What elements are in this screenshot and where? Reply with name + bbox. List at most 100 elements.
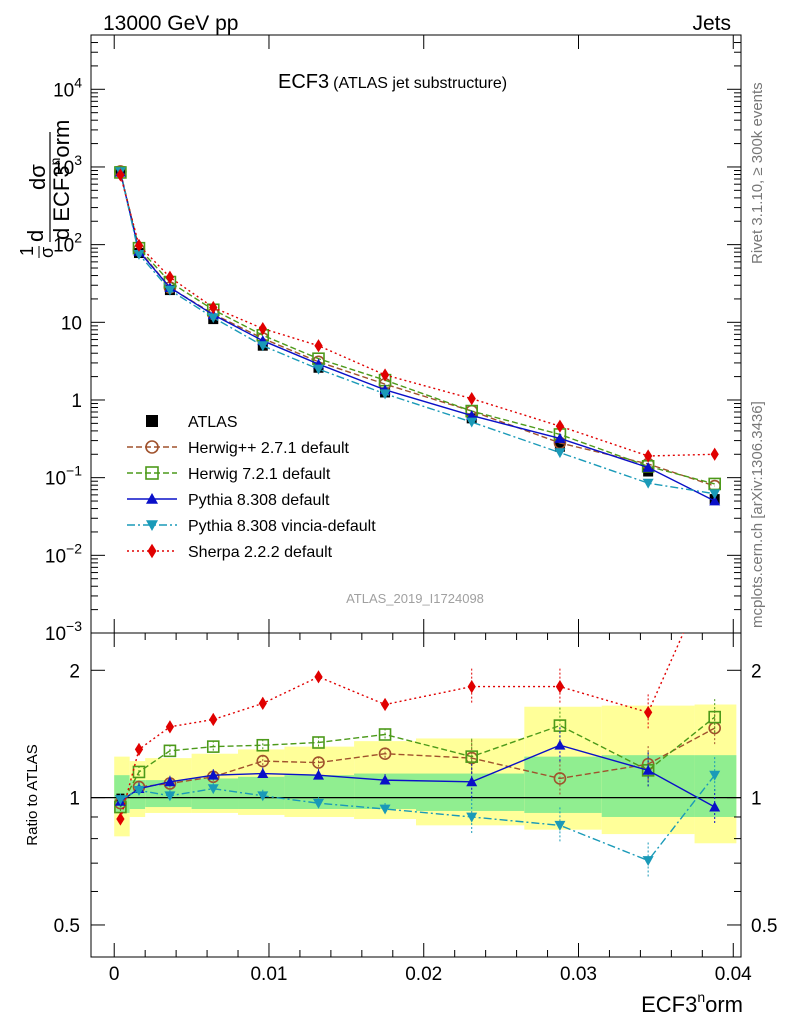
y-tick-label: 10−1	[45, 463, 82, 490]
ratio-point	[258, 696, 267, 711]
ratio-point	[467, 680, 476, 694]
y-tick-label-exp: 4	[74, 74, 82, 90]
ratio-y-tick-label-right: 1	[751, 789, 762, 810]
legend-entry: Pythia 8.308 vincia-default	[127, 518, 376, 535]
data-point	[257, 341, 269, 352]
ratio-point	[164, 776, 176, 787]
y-tick-label: 104	[53, 74, 82, 101]
y-tick-label-exp: −3	[66, 618, 82, 634]
x-label-sup: n	[697, 989, 705, 1005]
data-point	[380, 368, 390, 382]
y-tick-label-base: 10	[53, 236, 74, 257]
y-tick-label: 10	[61, 313, 82, 334]
ratio-point	[312, 736, 325, 749]
ratio-point	[466, 776, 478, 787]
ratio-point	[116, 812, 125, 826]
data-point	[554, 432, 566, 443]
ratio-point	[114, 795, 126, 805]
series-herwig-7-2-1-default-line	[119, 172, 715, 485]
legend-entry: Sherpa 2.2.2 default	[127, 543, 333, 561]
y-label-den-tail: orm	[49, 120, 74, 158]
ratio-y-tick-label-left: 0.5	[54, 916, 80, 937]
observable-title-main: ECF3	[278, 71, 329, 93]
ratio-point	[554, 739, 566, 750]
y-tick-label: 10−2	[45, 540, 82, 567]
y-label-den-main: d ECF3	[49, 165, 74, 240]
ratio-line	[120, 774, 716, 862]
ratio-point	[257, 768, 269, 778]
ratio-point	[465, 750, 479, 763]
ratio-point	[554, 820, 566, 831]
y-label-one: 1	[17, 246, 37, 256]
y-tick-label: 103	[53, 152, 82, 179]
y-tick-label-exp: −2	[66, 540, 82, 556]
legend-entry: Herwig 7.2.1 default	[127, 466, 331, 483]
data-point	[379, 389, 391, 400]
x-tick-label: 0.04	[715, 964, 752, 985]
legend-marker	[147, 543, 157, 559]
ratio-point	[379, 804, 391, 815]
legend-label: Sherpa 2.2.2 default	[188, 544, 333, 561]
rivet-info: Rivet 3.1.10, ≥ 300k events	[749, 82, 766, 264]
ratio-y-tick-label-right: 2	[751, 661, 762, 682]
legend-entry: ATLAS	[146, 414, 238, 431]
ratio-point	[708, 710, 721, 724]
data-point	[466, 417, 478, 428]
ratio-point	[553, 719, 567, 732]
observable-title-sub: (ATLAS jet substructure)	[333, 75, 507, 92]
header-text: 13000 GeV pp Jets ECF3 (ATLAS jet substru…	[103, 12, 766, 628]
jets-label: Jets	[692, 12, 731, 35]
ratio-point	[132, 765, 146, 779]
y-tick-label-base: 10	[53, 80, 74, 101]
legend-label: Herwig++ 2.7.1 default	[188, 440, 350, 457]
ratio-y-tick-label-right: 0.5	[751, 916, 777, 937]
ratio-point	[380, 697, 390, 712]
y-tick-label: 10−3	[45, 618, 82, 645]
legend-marker	[146, 415, 158, 427]
uncertainty-band-inner	[191, 778, 239, 809]
legend-label: ATLAS	[188, 414, 238, 431]
y-axis-label-prefix: 1 σd	[17, 230, 57, 258]
data-point	[555, 419, 565, 433]
ratio-y-tick-label-left: 1	[69, 789, 80, 810]
data-point	[644, 449, 653, 463]
mcplots-info: mcplots.cern.ch [arXiv:1306.3436]	[749, 401, 766, 628]
data-point	[209, 300, 218, 315]
y-label-numerator: dσ	[25, 164, 50, 190]
uncertainty-band-inner	[524, 756, 602, 813]
ratio-point	[644, 705, 653, 720]
ratio-point	[553, 772, 567, 785]
y-tick-label-exp: −1	[66, 463, 82, 479]
ratio-point	[209, 712, 218, 727]
data-point	[642, 462, 654, 472]
ratio-point	[206, 740, 220, 753]
y-tick-label-base: 10	[53, 158, 74, 179]
ratio-point	[314, 670, 323, 684]
data-point	[133, 249, 145, 260]
data-point	[554, 441, 565, 452]
ratio-point	[164, 791, 176, 802]
x-label-tail: orm	[705, 992, 743, 1017]
ratio-point	[313, 798, 324, 809]
data-point	[466, 410, 478, 420]
y-tick-label-exp: 3	[74, 152, 82, 168]
ratio-point	[134, 742, 144, 757]
y-label-d: d	[23, 230, 48, 242]
ratio-y-label: Ratio to ATLAS	[24, 744, 41, 845]
ratio-point	[312, 756, 325, 769]
data-point	[710, 447, 719, 461]
data-point	[116, 168, 125, 182]
ratio-point	[163, 744, 177, 758]
ratio-point	[378, 747, 392, 761]
ratio-series-group	[114, 633, 721, 879]
x-tick-label: 0.01	[250, 964, 287, 985]
ratio-point	[256, 738, 270, 752]
y-tick-label-base: 10	[61, 313, 82, 334]
ratio-point	[555, 680, 565, 694]
ratio-point	[379, 774, 391, 785]
ratio-point	[642, 856, 654, 867]
y-axis-label: dσ d ECF3norm	[25, 120, 74, 242]
ratio-point	[466, 812, 478, 823]
data-point	[709, 489, 721, 500]
data-point	[554, 448, 566, 459]
